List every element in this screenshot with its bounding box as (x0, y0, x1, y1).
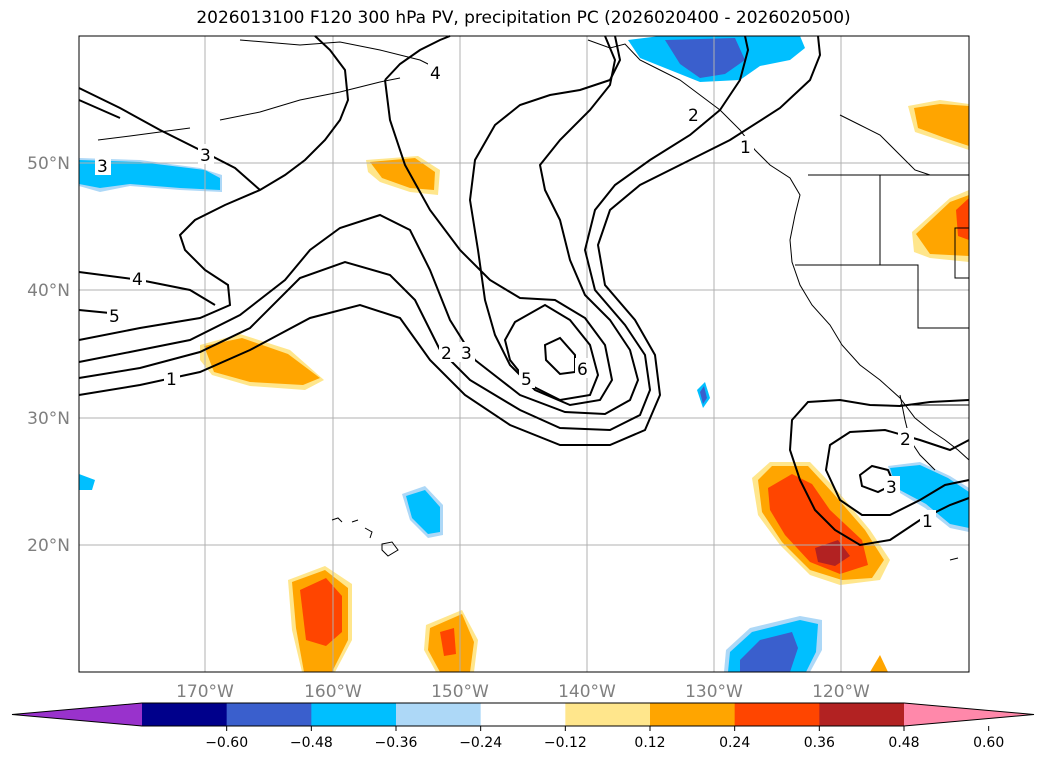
lat-label: 50°N (27, 154, 70, 174)
lon-label: 120°W (812, 682, 870, 702)
colorbar-tick-label: 0.48 (888, 735, 919, 751)
precip-positive-core (440, 628, 456, 656)
precip-positive-area (204, 338, 320, 385)
chart-title: 2026013100 F120 300 hPa PV, precipitatio… (196, 8, 851, 28)
contour-label: 1 (922, 512, 933, 532)
contour-label: 3 (200, 146, 211, 166)
colorbar-extend-low (12, 703, 142, 726)
precip-positive-area (914, 104, 969, 146)
contour-label: 2 (688, 106, 699, 126)
contour-label: 3 (886, 478, 897, 498)
contour-label: 5 (521, 370, 532, 390)
colorbar-swatch (226, 703, 312, 726)
precip-negative-area (890, 465, 969, 528)
map-frame (78, 35, 970, 673)
contour-label: 2 (900, 430, 911, 450)
colorbar-swatch (480, 703, 566, 726)
colorbar-tick-label: −0.48 (290, 735, 333, 751)
contour-label: 6 (577, 360, 588, 380)
colorbar-swatch (819, 703, 905, 726)
colorbar-outline (11, 702, 1035, 727)
lat-label: 30°N (27, 409, 70, 429)
graticule (79, 36, 969, 672)
precip-negative-core (700, 386, 707, 404)
lon-label: 160°W (304, 682, 362, 702)
colorbar-swatch (396, 703, 482, 726)
contour-label: 1 (740, 138, 751, 158)
lon-label: 170°W (176, 682, 234, 702)
contour-label: 3 (461, 344, 472, 364)
colorbar-tick-label: −0.60 (205, 735, 248, 751)
colorbar-tick-label: 0.24 (719, 735, 750, 751)
colorbar-extend-high (904, 703, 1034, 726)
colorbar-swatch (650, 703, 736, 726)
precip-positive-core (300, 578, 342, 646)
precip-negative-area (79, 160, 220, 190)
colorbar-tick-label: −0.12 (544, 735, 587, 751)
colorbar-swatch (734, 703, 820, 726)
contour-label: 5 (109, 307, 120, 327)
colorbar-tick-label: −0.36 (375, 735, 418, 751)
precip-positive-core (956, 198, 969, 240)
precip-positive-area (916, 195, 969, 256)
colorbar-tick-label: 0.60 (973, 735, 1004, 751)
precip-negative-area (406, 490, 440, 534)
lon-label: 140°W (558, 682, 616, 702)
colorbar: −0.60 −0.48 −0.36 −0.24 −0.12 0.12 0.24 0.36 0.4… (11, 702, 1035, 751)
contour-label: 1 (166, 370, 177, 390)
colorbar-tick-label: 0.12 (634, 735, 665, 751)
contour-label-group: 1 2 3 4 5 6 3 4 5 1 2 3 1 2 3 (95, 62, 936, 532)
precip-positive-area (370, 158, 435, 190)
colorbar-tick-label: −0.24 (459, 735, 502, 751)
precip-fill-layer (79, 36, 969, 672)
lat-label: 20°N (27, 536, 70, 556)
precip-positive-area (870, 655, 888, 672)
lon-label: 150°W (431, 682, 489, 702)
precip-negative-core (665, 38, 745, 78)
colorbar-swatch (565, 703, 651, 726)
lon-label: 130°W (685, 682, 743, 702)
contour-label: 4 (132, 270, 143, 290)
precip-negative-core (740, 632, 798, 672)
colorbar-swatch (142, 703, 228, 726)
contour-label: 3 (97, 157, 108, 177)
lat-label: 40°N (27, 281, 70, 301)
colorbar-tick-label: 0.36 (804, 735, 835, 751)
colorbar-swatch (311, 703, 397, 726)
contour-label: 4 (430, 64, 441, 84)
precip-negative-area (79, 474, 95, 490)
contour-label: 2 (441, 344, 452, 364)
